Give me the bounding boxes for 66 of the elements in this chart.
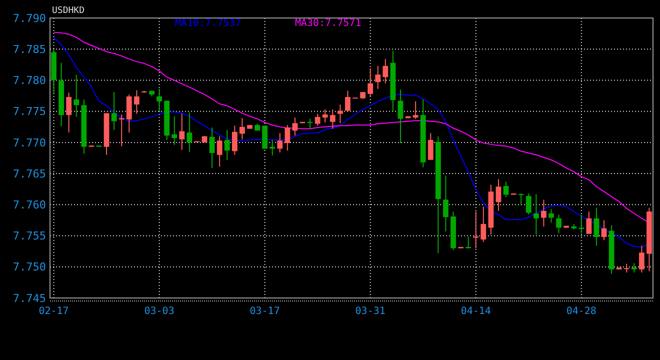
candlestick [337, 104, 343, 124]
text: MA30:7.7571 [295, 18, 362, 29]
y-tick-label: 7.760 [12, 198, 46, 212]
candlestick [134, 90, 140, 114]
candlestick [224, 130, 230, 160]
x-tick-label: 04-14 [460, 306, 491, 317]
candlestick [330, 108, 336, 130]
candlestick [526, 192, 532, 216]
candlestick [277, 132, 283, 153]
candlestick [262, 125, 268, 150]
candlestick [556, 214, 562, 234]
y-tick-label: 7.780 [12, 74, 46, 88]
candlestick [586, 211, 592, 234]
candlestick [368, 68, 374, 97]
candlestick [156, 88, 162, 112]
candlestick [541, 199, 546, 227]
y-tick-label: 7.750 [12, 260, 46, 274]
candlestick [518, 192, 524, 206]
candlestick [443, 174, 448, 232]
candlestick [601, 220, 607, 241]
chart-title: USDHKD [52, 6, 85, 16]
candlestick [172, 116, 178, 146]
candlestick [307, 118, 313, 130]
candlestick [631, 262, 637, 273]
candlestick [186, 112, 192, 152]
x-tick-label: 03-17 [250, 306, 280, 317]
candlestick [480, 206, 486, 242]
x-tick-label: 02-17 [38, 306, 69, 317]
candlestick [216, 136, 222, 168]
candlestick [322, 108, 328, 124]
candlestick [179, 113, 185, 150]
candlestick [240, 118, 245, 140]
y-tick-label: 7.790 [12, 12, 46, 25]
candlestick [118, 114, 124, 147]
y-tick-label: 7.770 [12, 136, 46, 150]
candlestick [292, 117, 298, 136]
candlestick [496, 178, 502, 212]
candlestick [232, 125, 238, 156]
candlestick [314, 113, 320, 126]
candlestick [412, 100, 418, 120]
y-tick-label: 7.785 [12, 42, 46, 56]
candlestick [66, 92, 72, 133]
x-tick-label: 03-03 [144, 306, 174, 317]
y-tick-label: 7.745 [12, 292, 46, 305]
y-tick-label: 7.775 [12, 105, 46, 118]
candlestick [74, 74, 80, 118]
candlestick [398, 89, 404, 144]
candlestick [638, 245, 644, 273]
candlestick [428, 132, 434, 160]
candlestick [345, 90, 350, 112]
x-tick-label: 03-31 [355, 306, 386, 317]
y-tick-label: 7.755 [12, 230, 46, 243]
candlestick [209, 127, 215, 168]
candlestick [375, 65, 381, 90]
candlestick [548, 208, 554, 224]
y-tick-label: 7.765 [12, 167, 46, 180]
candlestick [533, 194, 539, 236]
candlestick [382, 58, 388, 84]
candlestick [284, 124, 290, 152]
x-tick-label: 04-28 [566, 306, 596, 317]
candlestick [594, 207, 600, 246]
candlestick [503, 181, 509, 198]
text: MA10:7.7537 [175, 18, 242, 29]
candlestick [578, 214, 584, 234]
candlestick [111, 92, 117, 130]
candlestick [126, 94, 132, 133]
